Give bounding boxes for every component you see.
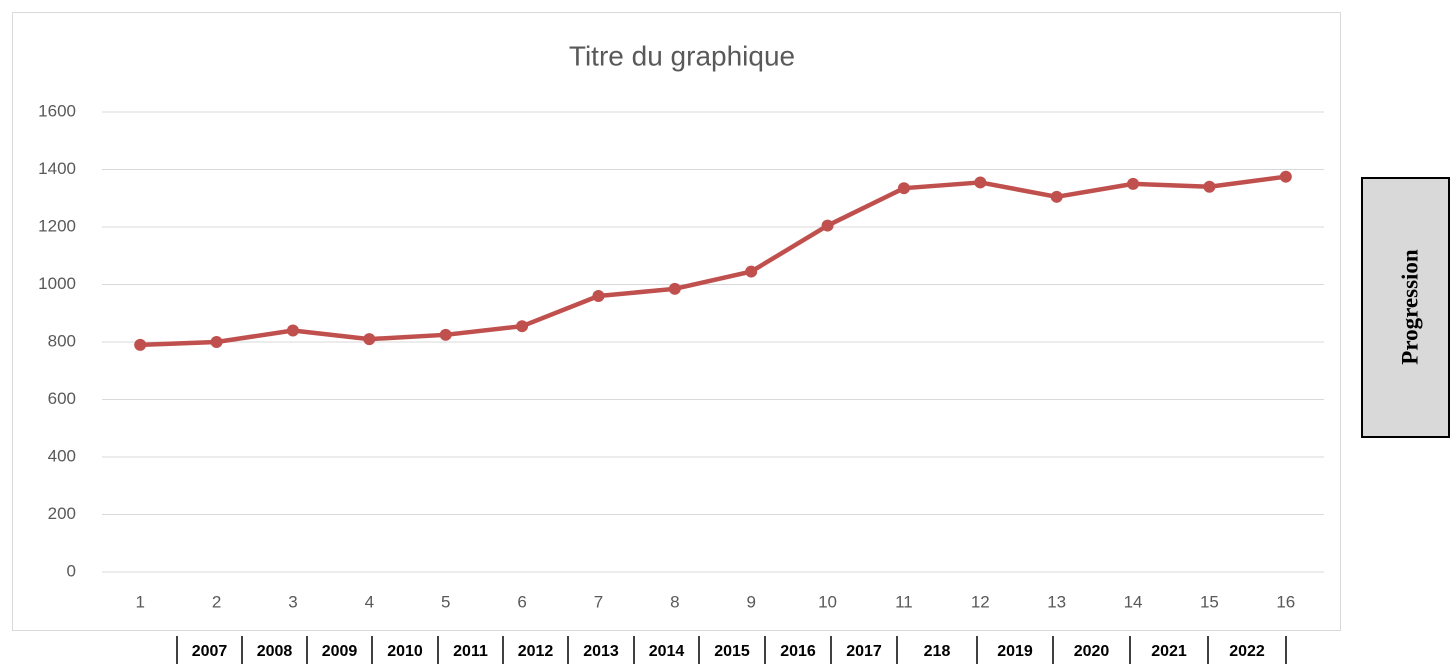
y-tick-label: 800 xyxy=(48,331,76,350)
x-tick-label: 15 xyxy=(1200,592,1219,611)
y-tick-label: 1600 xyxy=(38,101,76,120)
year-cell: 2010 xyxy=(387,643,423,660)
y-tick-label: 1000 xyxy=(38,274,76,293)
data-point xyxy=(363,333,376,346)
data-point xyxy=(668,282,681,295)
data-point xyxy=(592,290,605,302)
data-point xyxy=(1279,170,1292,183)
year-cell: 2008 xyxy=(257,643,293,660)
data-point xyxy=(1050,190,1063,203)
data-point xyxy=(134,338,147,351)
x-tick-label: 12 xyxy=(971,592,990,611)
year-cell: 2021 xyxy=(1151,643,1187,660)
x-tick-label: 9 xyxy=(746,592,755,611)
data-point xyxy=(897,182,910,195)
year-cell: 2022 xyxy=(1229,643,1265,660)
x-tick-label: 7 xyxy=(594,592,603,611)
data-point xyxy=(821,219,834,232)
side-label: Progression xyxy=(1397,249,1422,365)
y-tick-label: 600 xyxy=(48,389,76,408)
year-cell: 2011 xyxy=(453,643,488,660)
y-tick-label: 0 xyxy=(67,561,76,580)
data-point xyxy=(286,324,299,337)
x-tick-label: 3 xyxy=(288,592,297,611)
year-cell: 2013 xyxy=(583,643,619,660)
year-cell: 2014 xyxy=(649,643,685,660)
x-tick-label: 13 xyxy=(1047,592,1066,611)
y-tick-label: 1200 xyxy=(38,216,76,235)
chart-border xyxy=(12,12,1341,631)
data-point xyxy=(974,176,987,189)
data-point xyxy=(516,320,529,333)
x-tick-label: 1 xyxy=(135,592,144,611)
y-tick-label: 400 xyxy=(48,446,76,465)
year-cell: 2016 xyxy=(780,643,816,660)
x-tick-label: 2 xyxy=(212,592,221,611)
year-cell: 2019 xyxy=(997,643,1033,660)
chart-title: Titre du graphique xyxy=(569,40,795,71)
year-cell: 2017 xyxy=(846,643,882,660)
y-tick-label: 200 xyxy=(48,504,76,523)
x-tick-label: 8 xyxy=(670,592,679,611)
side-box xyxy=(1361,177,1450,438)
year-cell: 2009 xyxy=(322,643,358,660)
data-point xyxy=(439,328,452,341)
data-point xyxy=(745,265,758,278)
data-line xyxy=(140,174,1287,348)
x-tick-label: 14 xyxy=(1124,592,1143,611)
year-cell: 2012 xyxy=(518,643,554,660)
x-tick-label: 6 xyxy=(517,592,526,611)
x-tick-label: 16 xyxy=(1276,592,1295,611)
year-cell: 2007 xyxy=(192,643,228,660)
x-tick-label: 5 xyxy=(441,592,450,611)
y-tick-label: 1400 xyxy=(38,159,76,178)
data-point xyxy=(210,336,223,348)
year-cell: 2015 xyxy=(714,643,750,660)
x-tick-label: 4 xyxy=(365,592,374,611)
data-point xyxy=(1127,177,1140,190)
year-cell: 2020 xyxy=(1074,643,1110,660)
data-point xyxy=(1203,180,1216,193)
x-tick-label: 10 xyxy=(818,592,837,611)
x-tick-label: 11 xyxy=(895,592,913,611)
year-cell: 218 xyxy=(924,643,951,660)
